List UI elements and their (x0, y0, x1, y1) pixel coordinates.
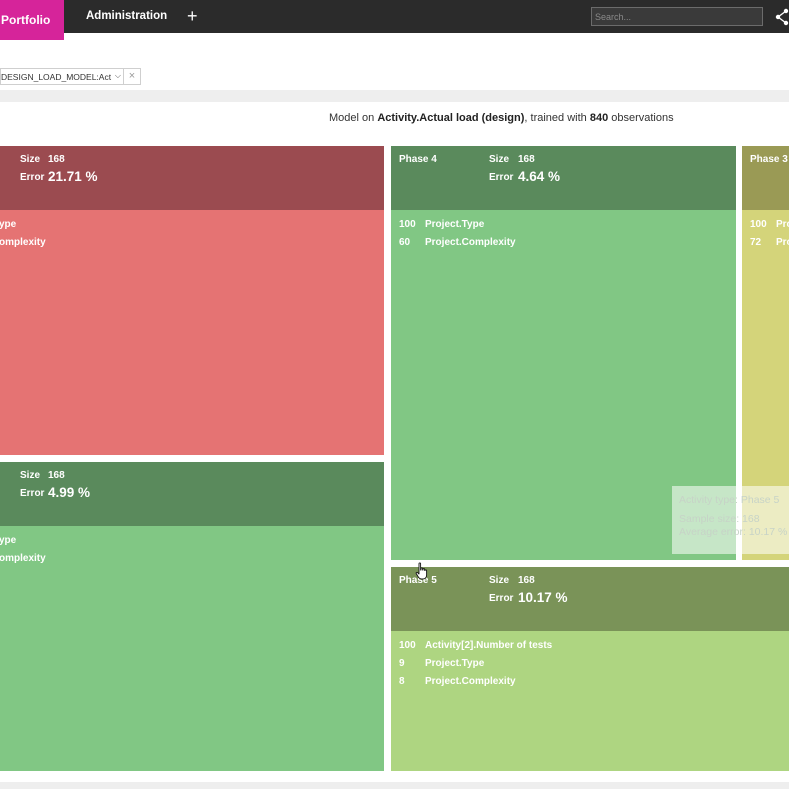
feature-row: omplexity (0, 237, 46, 248)
tooltip-activity-type: Activity type: Phase 5 (679, 494, 780, 506)
caption-observations: 840 (589, 112, 609, 124)
feature-name: Project.Type (425, 658, 485, 669)
size-value: 168 (48, 154, 65, 165)
error-value: 21.71 % (48, 169, 98, 184)
size-label: Size (489, 154, 510, 165)
size-label: Size (20, 470, 41, 481)
feature-count: 100 (750, 219, 767, 230)
feature-name: ype (0, 219, 17, 230)
feature-name: Pro (776, 237, 789, 248)
error-label: Error (20, 488, 45, 499)
feature-row: 60 Project.Complexity (399, 237, 516, 248)
error-label: Error (20, 172, 45, 183)
treemap-tile[interactable]: Phase 5 Size 168 Error 10.17 % 100 Activi… (391, 567, 789, 771)
tile-header (391, 146, 736, 210)
feature-name: ype (0, 535, 17, 546)
caption-middle: , trained with (524, 112, 590, 124)
feature-name: omplexity (0, 237, 46, 248)
error-value: 10.17 % (518, 590, 568, 605)
bottom-divider (0, 782, 789, 789)
model-caption: Model on Activity.Actual load (design), … (329, 112, 674, 124)
feature-count: 72 (750, 237, 762, 248)
section-divider (0, 90, 789, 102)
tile-header (0, 462, 384, 526)
size-value: 168 (48, 470, 65, 481)
tooltip-average-error: Average error: 10.17 % (679, 526, 788, 538)
model-select[interactable]: DESIGN_LOAD_MODEL:Act ⌵ (0, 68, 124, 85)
tile-body (391, 631, 789, 771)
error-label: Error (489, 593, 514, 604)
feature-row: 8 Project.Complexity (399, 676, 516, 687)
tile-header (742, 146, 789, 210)
feature-name: omplexity (0, 553, 46, 564)
phase-label: Phase 4 (399, 154, 437, 165)
feature-name: Project.Type (425, 219, 485, 230)
size-value: 168 (518, 154, 535, 165)
phase-label: Phase 3 (750, 154, 788, 165)
feature-row: 100 Pro (750, 219, 789, 230)
error-label: Error (489, 172, 514, 183)
model-select-value: DESIGN_LOAD_MODEL:Act (1, 72, 112, 82)
size-value: 168 (518, 575, 535, 586)
search-input[interactable] (591, 7, 763, 26)
feature-name: Activity[2].Number of tests (425, 640, 553, 651)
caption-suffix: observations (608, 112, 674, 124)
treemap-tile[interactable]: Size 168 Error 21.71 % ype omplexity (0, 146, 384, 455)
caption-target: Activity.Actual load (design) (377, 112, 525, 124)
caption-prefix: Model on (329, 112, 378, 124)
feature-row: omplexity (0, 553, 46, 564)
feature-row: 9 Project.Type (399, 658, 484, 669)
tab-portfolio[interactable]: Portfolio (0, 0, 64, 40)
tile-body (0, 526, 384, 771)
share-icon[interactable] (775, 8, 789, 26)
feature-name: Project.Complexity (425, 237, 516, 248)
size-label: Size (20, 154, 41, 165)
size-label: Size (489, 575, 510, 586)
feature-name: Project.Complexity (425, 676, 516, 687)
error-value: 4.64 % (518, 169, 561, 184)
feature-count: 100 (399, 640, 416, 651)
tab-administration[interactable]: Administration (86, 10, 168, 22)
tile-body (0, 210, 384, 455)
feature-count: 8 (399, 676, 405, 687)
feature-row: 72 Pro (750, 237, 789, 248)
feature-count: 60 (399, 237, 411, 248)
chevron-down-icon: ⌵ (114, 71, 121, 80)
feature-row: 100 Project.Type (399, 219, 484, 230)
feature-name: Pro (776, 219, 789, 230)
feature-row: 100 Activity[2].Number of tests (399, 640, 552, 651)
feature-row: ype (0, 219, 16, 230)
tooltip-sample-size: Sample size: 168 (679, 513, 760, 525)
clear-filter-button[interactable]: × (124, 68, 141, 85)
add-tab-button[interactable]: + (187, 6, 198, 26)
tile-tooltip: Activity type: Phase 5 Sample size: 168 … (672, 486, 789, 554)
treemap-tile[interactable]: Size 168 Error 4.99 % ype omplexity (0, 462, 384, 771)
tile-header (0, 146, 384, 210)
error-value: 4.99 % (48, 485, 91, 500)
tile-header (391, 567, 789, 631)
feature-count: 100 (399, 219, 416, 230)
phase-label: Phase 5 (399, 575, 437, 586)
feature-row: ype (0, 535, 16, 546)
hand-pointer-icon (415, 562, 428, 580)
feature-count: 9 (399, 658, 405, 669)
